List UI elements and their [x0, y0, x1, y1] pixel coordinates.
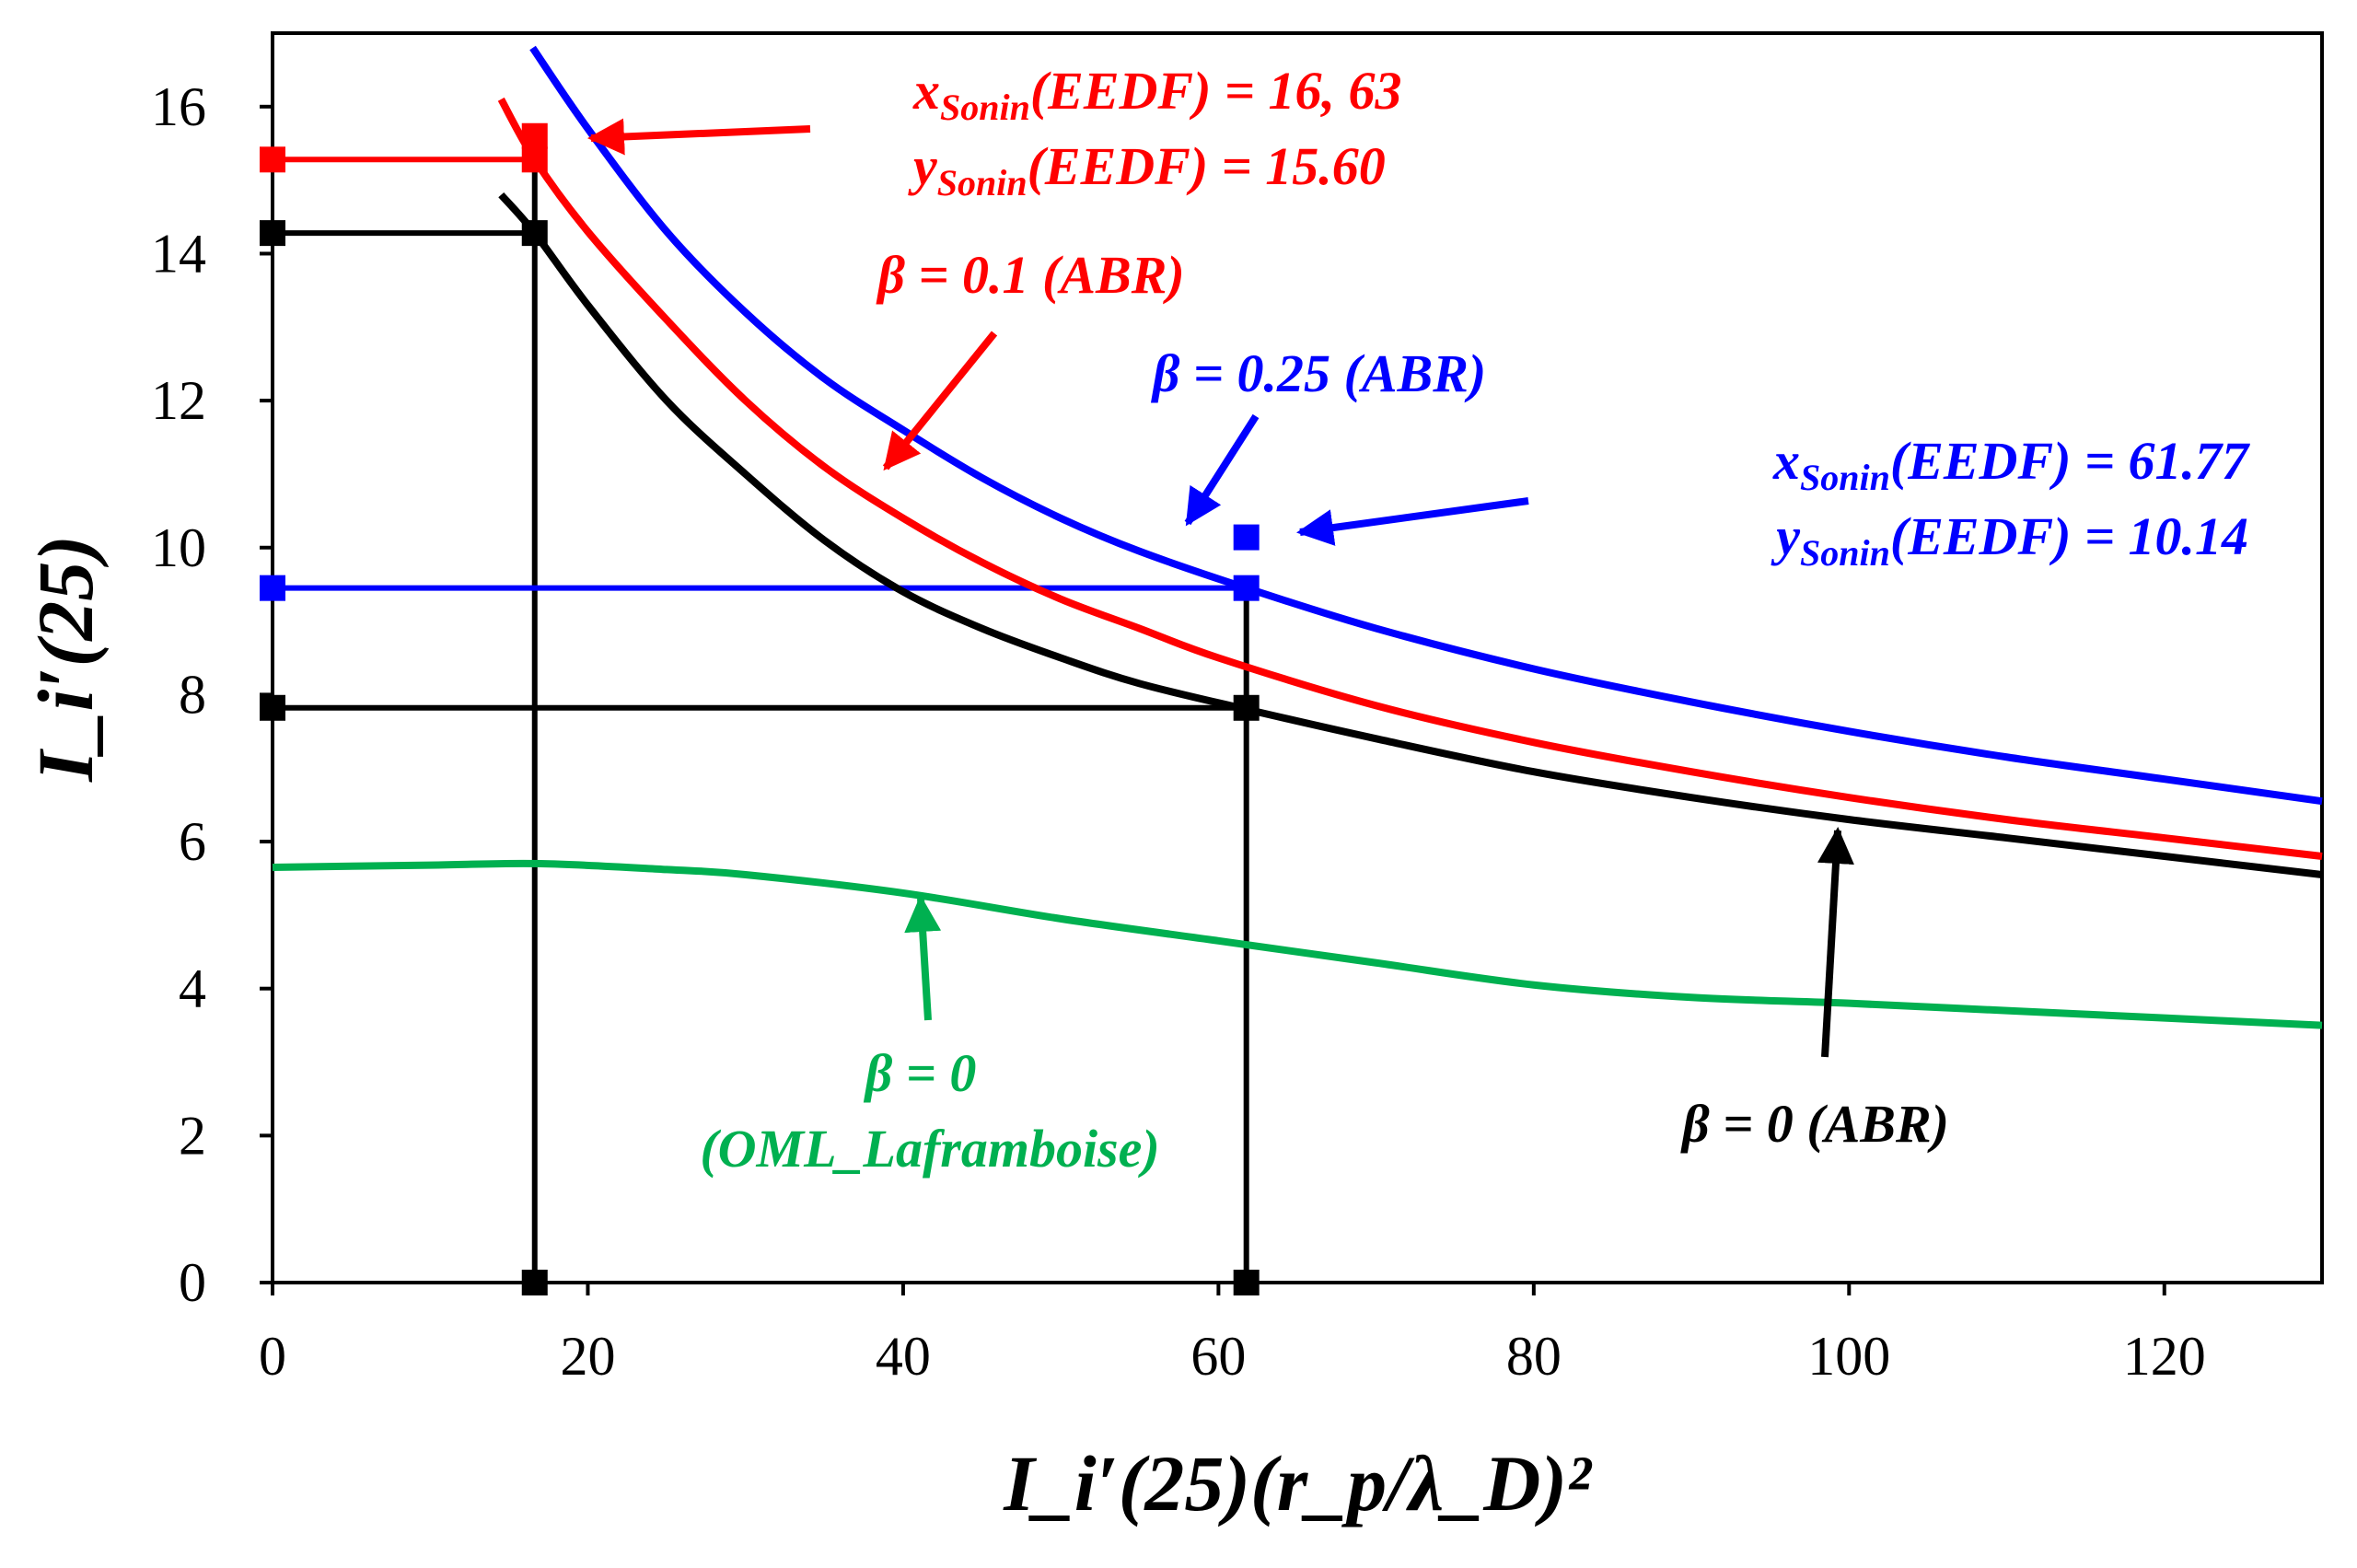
arrow-beta-green — [904, 895, 942, 1021]
data-marker — [1233, 524, 1260, 551]
x-tick-label: 0 — [259, 1326, 286, 1387]
markers — [260, 122, 1260, 1295]
data-marker — [521, 1270, 548, 1295]
annotation-beta-green-2: (OML_Laframboise) — [700, 1119, 1159, 1179]
annotation-sonin-blue-x: xSonin(EEDF) = 61.77 — [1772, 431, 2250, 498]
y-tick-label: 8 — [179, 664, 206, 725]
x-axis-title: I_i′(25)(r_p/λ_D)² — [1003, 1439, 1593, 1527]
data-marker — [260, 220, 285, 247]
annotation-sonin-red-x: xSonin(EEDF) = 16, 63 — [912, 61, 1401, 128]
plot-frame — [271, 31, 2324, 1284]
annotation-beta-green-1: β = 0 — [864, 1043, 977, 1103]
arrow-sonin-blue — [1296, 497, 1529, 546]
y-tick-label: 12 — [151, 370, 206, 431]
series-line — [529, 45, 2323, 806]
y-tick-label: 10 — [151, 517, 206, 578]
axes: 0 20 40 60 80 100 120 0 2 4 6 8 10 12 14 16 — [151, 76, 2206, 1387]
data-marker — [521, 146, 548, 173]
arrow-beta-red — [882, 331, 998, 471]
y-tick-label: 4 — [179, 958, 206, 1019]
data-marker — [1233, 1270, 1260, 1295]
data-marker — [521, 122, 548, 149]
x-tick-label: 120 — [2123, 1326, 2206, 1387]
series-line — [498, 192, 2323, 878]
annotation-beta-blue: β = 0.25 (ABR) — [1151, 343, 1486, 403]
data-marker — [260, 146, 285, 173]
series-lines — [272, 45, 2323, 1029]
x-tick-label: 100 — [1807, 1326, 1890, 1387]
y-tick-label: 2 — [179, 1105, 206, 1166]
annotation-beta-black: β = 0 (ABR) — [1680, 1094, 1949, 1154]
series-line — [272, 859, 2323, 1029]
x-tick-label: 80 — [1506, 1326, 1562, 1387]
y-tick-label: 14 — [151, 223, 206, 284]
series-line — [497, 97, 2323, 860]
y-tick-label: 16 — [151, 76, 206, 137]
guide-lines — [273, 157, 1249, 1283]
data-marker — [260, 694, 285, 721]
y-tick-label: 0 — [179, 1252, 206, 1313]
arrow-beta-blue — [1184, 413, 1260, 527]
x-tick-label: 20 — [560, 1326, 615, 1387]
data-marker — [521, 220, 548, 247]
x-tick-label: 40 — [876, 1326, 931, 1387]
y-axis-title: I_i′(25) — [21, 535, 110, 783]
annotation-sonin-red-y: ySonin(EEDF) = 15.60 — [908, 136, 1386, 203]
x-tick-label: 60 — [1190, 1326, 1246, 1387]
annotation-sonin-blue-y: ySonin(EEDF) = 10.14 — [1771, 506, 2248, 574]
data-marker — [260, 575, 285, 601]
arrow-beta-black — [1817, 827, 1854, 1058]
data-marker — [1233, 575, 1260, 601]
y-tick-label: 6 — [179, 811, 206, 872]
arrow-sonin-red — [587, 118, 811, 156]
annotation-beta-red: β = 0.1 (ABR) — [876, 245, 1184, 305]
data-marker — [1233, 694, 1260, 721]
